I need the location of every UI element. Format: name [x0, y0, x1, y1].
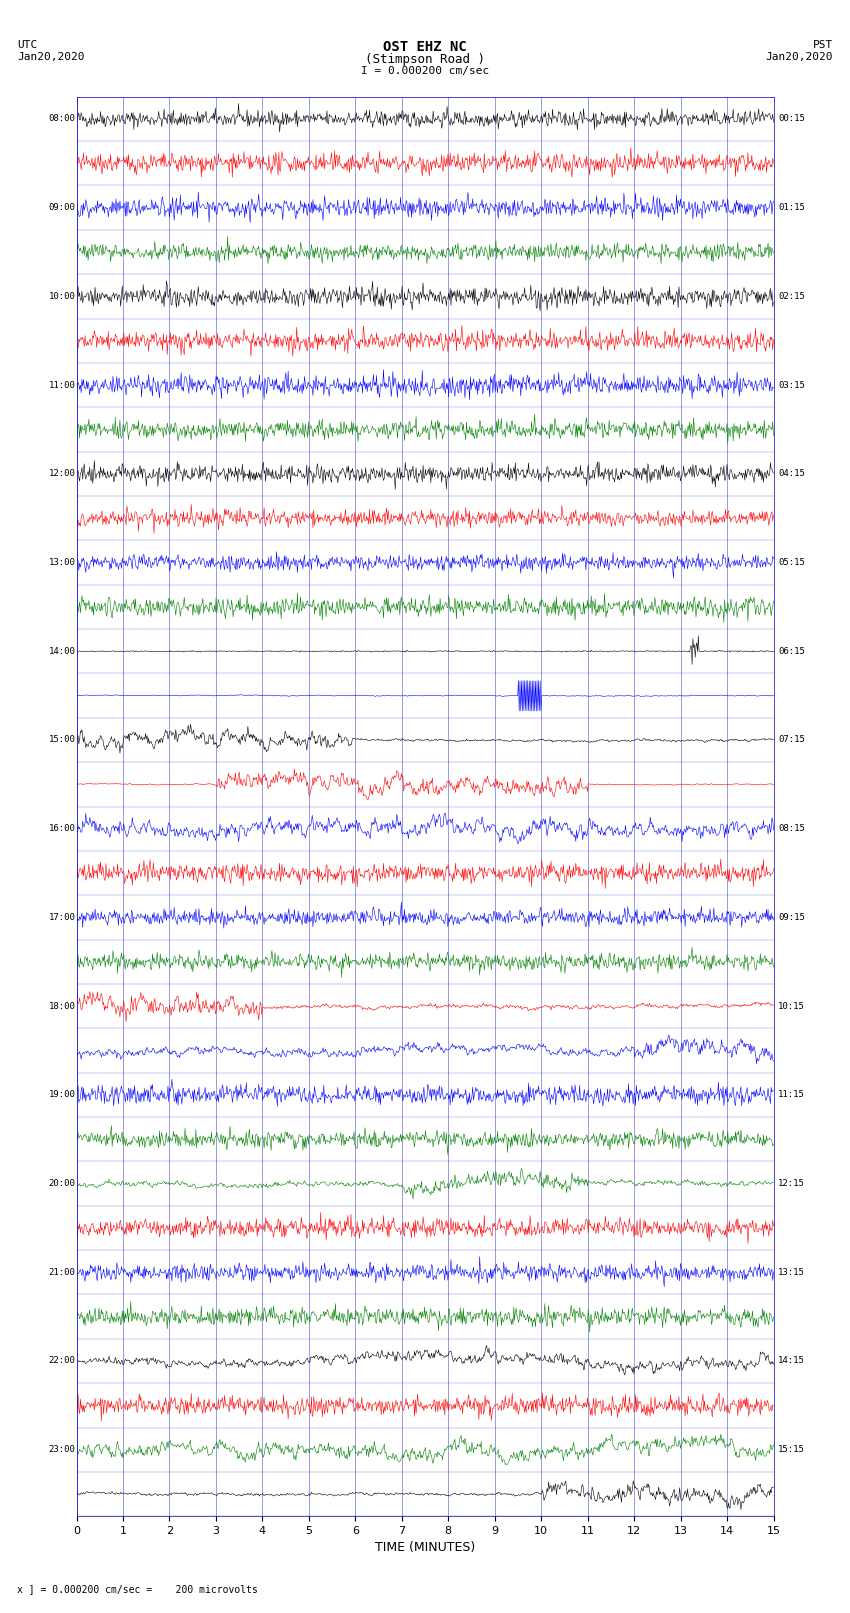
- Text: 15:15: 15:15: [778, 1445, 805, 1455]
- Text: OST EHZ NC: OST EHZ NC: [383, 40, 467, 55]
- Text: 09:00: 09:00: [48, 203, 76, 213]
- Text: 10:00: 10:00: [48, 292, 76, 302]
- Text: I = 0.000200 cm/sec: I = 0.000200 cm/sec: [361, 66, 489, 76]
- Text: 07:15: 07:15: [778, 736, 805, 745]
- Text: 06:15: 06:15: [778, 647, 805, 656]
- Text: 20:00: 20:00: [48, 1179, 76, 1189]
- Text: 01:15: 01:15: [778, 203, 805, 213]
- Text: 19:00: 19:00: [48, 1090, 76, 1100]
- Text: PST: PST: [813, 40, 833, 50]
- Text: 04:15: 04:15: [778, 469, 805, 479]
- X-axis label: TIME (MINUTES): TIME (MINUTES): [375, 1542, 475, 1555]
- Text: 10:15: 10:15: [778, 1002, 805, 1011]
- Text: 11:00: 11:00: [48, 381, 76, 390]
- Text: 23:00: 23:00: [48, 1445, 76, 1455]
- Text: 02:15: 02:15: [778, 292, 805, 302]
- Text: 05:15: 05:15: [778, 558, 805, 568]
- Text: 08:00: 08:00: [48, 115, 76, 124]
- Text: 03:15: 03:15: [778, 381, 805, 390]
- Text: 13:15: 13:15: [778, 1268, 805, 1277]
- Text: 21:00: 21:00: [48, 1268, 76, 1277]
- Text: UTC: UTC: [17, 40, 37, 50]
- Text: 12:15: 12:15: [778, 1179, 805, 1189]
- Text: (Stimpson Road ): (Stimpson Road ): [365, 53, 485, 66]
- Text: 13:00: 13:00: [48, 558, 76, 568]
- Text: 08:15: 08:15: [778, 824, 805, 834]
- Text: 15:00: 15:00: [48, 736, 76, 745]
- Text: 18:00: 18:00: [48, 1002, 76, 1011]
- Text: x ] = 0.000200 cm/sec =    200 microvolts: x ] = 0.000200 cm/sec = 200 microvolts: [17, 1584, 258, 1594]
- Text: 11:15: 11:15: [778, 1090, 805, 1100]
- Text: Jan20,2020: Jan20,2020: [17, 52, 84, 61]
- Text: 00:15: 00:15: [778, 115, 805, 124]
- Text: 12:00: 12:00: [48, 469, 76, 479]
- Text: 17:00: 17:00: [48, 913, 76, 923]
- Text: 14:00: 14:00: [48, 647, 76, 656]
- Text: Jan20,2020: Jan20,2020: [766, 52, 833, 61]
- Text: 16:00: 16:00: [48, 824, 76, 834]
- Text: 09:15: 09:15: [778, 913, 805, 923]
- Text: 22:00: 22:00: [48, 1357, 76, 1366]
- Text: 14:15: 14:15: [778, 1357, 805, 1366]
